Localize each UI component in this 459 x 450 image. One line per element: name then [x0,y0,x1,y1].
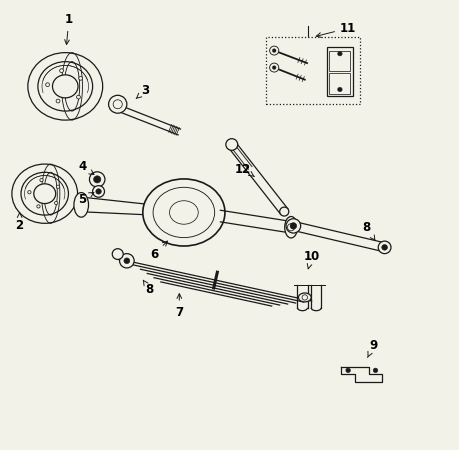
Polygon shape [341,367,382,382]
Circle shape [269,63,279,72]
Ellipse shape [298,293,311,302]
Circle shape [96,189,101,194]
Text: 5: 5 [78,193,94,206]
Polygon shape [230,143,252,169]
Circle shape [338,51,342,56]
Bar [327,47,353,96]
Bar [330,73,350,94]
Text: 3: 3 [136,84,149,99]
Text: 9: 9 [368,339,377,358]
Circle shape [45,83,50,86]
Circle shape [272,49,276,52]
Bar [266,37,359,104]
Text: 12: 12 [235,162,254,176]
Circle shape [60,69,63,72]
Circle shape [93,186,105,197]
Text: 6: 6 [150,241,168,261]
Polygon shape [220,210,291,233]
Circle shape [378,241,391,254]
Circle shape [113,100,122,109]
Text: 10: 10 [303,250,320,269]
Polygon shape [87,198,157,215]
Ellipse shape [74,193,89,217]
Circle shape [79,76,83,80]
Polygon shape [228,142,288,214]
Circle shape [119,254,134,268]
Circle shape [346,368,350,373]
Circle shape [56,99,60,103]
Circle shape [109,95,127,113]
Circle shape [280,207,289,216]
Circle shape [338,87,342,92]
Text: 4: 4 [78,160,94,175]
Text: 11: 11 [316,22,356,37]
Circle shape [382,244,387,250]
Circle shape [124,258,130,264]
Circle shape [373,368,378,373]
Circle shape [94,176,101,183]
Text: 7: 7 [175,294,184,319]
Circle shape [77,95,80,99]
Circle shape [37,205,40,208]
Circle shape [55,201,58,205]
Text: 8: 8 [143,280,154,297]
Circle shape [286,219,301,233]
Polygon shape [292,221,386,252]
Circle shape [272,66,276,69]
Circle shape [269,46,279,55]
Circle shape [290,223,297,229]
Circle shape [90,172,105,187]
Circle shape [56,185,60,189]
Text: 1: 1 [65,13,73,45]
Circle shape [40,179,43,182]
Circle shape [287,224,295,231]
Text: 8: 8 [362,221,375,240]
Ellipse shape [52,75,78,98]
Text: 2: 2 [16,212,24,231]
Ellipse shape [143,179,225,246]
Ellipse shape [34,184,56,203]
Bar [330,51,350,71]
Circle shape [28,191,31,194]
Circle shape [112,249,123,260]
Circle shape [302,295,308,300]
Circle shape [226,139,238,150]
Ellipse shape [285,216,297,238]
